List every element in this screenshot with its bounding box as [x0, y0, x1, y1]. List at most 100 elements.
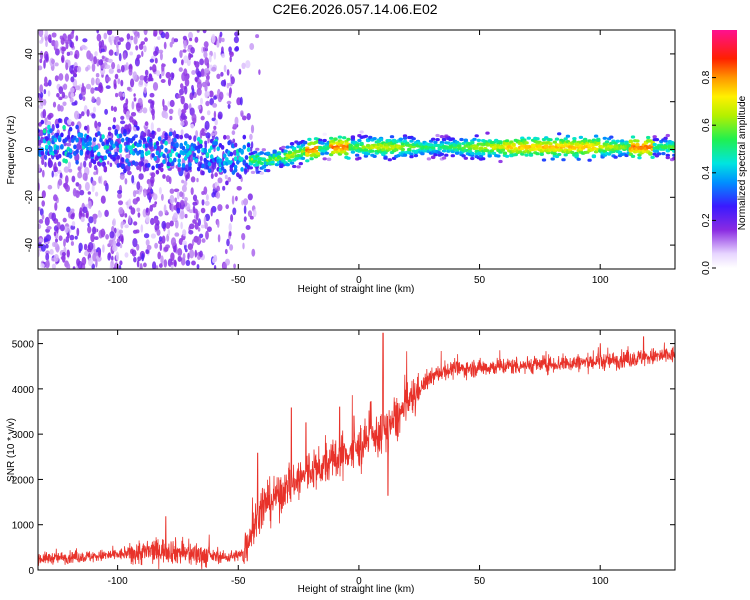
spectrogram-noise-cell	[134, 57, 140, 67]
spectrogram-noise-cell	[91, 184, 95, 193]
spectrogram-ridge-cell	[177, 162, 181, 168]
spectrogram-noise-cell	[181, 179, 185, 184]
spectrogram-ridge-cell	[459, 137, 464, 142]
spectrogram-noise-cell	[246, 113, 251, 121]
spectrogram-ridge-cell	[49, 128, 53, 134]
spectrogram-noise-cell	[85, 83, 92, 90]
spectrogram-noise-cell	[74, 100, 78, 106]
spectrogram-noise-cell	[163, 246, 169, 252]
snr-ytick-label: 3000	[12, 430, 35, 441]
spectrogram-ridge-cell	[261, 157, 266, 161]
spectrogram-noise-cell	[55, 238, 58, 243]
spectrogram-noise-cell	[105, 64, 111, 70]
spectrogram-ridge-cell	[305, 159, 310, 163]
spectrogram-noise-cell	[153, 50, 158, 57]
spectrogram-noise-cell	[224, 174, 228, 180]
spectrogram-ridge-cell	[472, 137, 477, 141]
spectrogram-ridge-cell	[339, 140, 345, 145]
spectrogram-noise-cell	[115, 251, 119, 261]
spectrogram-noise-cell	[87, 226, 92, 234]
spectrogram-noise-cell	[44, 36, 48, 42]
spectrogram-noise-cell	[64, 39, 70, 45]
spectrogram-noise-cell	[105, 85, 111, 89]
spectrogram-ridge-cell	[500, 148, 505, 152]
spectrogram-noise-cell	[79, 189, 85, 196]
spectrogram-noise-cell	[43, 154, 48, 160]
spectrogram-ridge-cell	[231, 130, 236, 136]
spectrogram-ridge-cell	[220, 145, 225, 150]
spectrogram-noise-cell	[181, 184, 187, 193]
spectrogram-noise-cell	[205, 194, 209, 201]
spectrogram-noise-cell	[77, 171, 83, 179]
spectrogram-noise-cell	[160, 79, 166, 83]
spectrogram-noise-cell	[108, 36, 112, 43]
spectrogram-ridge-cell	[572, 139, 577, 143]
spectrogram-noise-cell	[189, 223, 195, 230]
spectrogram-ridge-cell	[544, 144, 549, 148]
spectrogram-noise-cell	[66, 249, 70, 258]
spectrogram-ridge-cell	[70, 121, 75, 127]
spectrogram-noise-cell	[216, 73, 221, 80]
spectrogram-noise-cell	[58, 73, 64, 81]
spectrogram-noise-cell	[191, 260, 196, 266]
spectrogram-noise-cell	[131, 101, 135, 110]
spectrogram-noise-cell	[221, 37, 225, 43]
spectrogram-ridge-cell	[355, 153, 360, 157]
spectrogram-noise-cell	[165, 175, 171, 183]
spectrogram-ridge-cell	[281, 145, 286, 149]
spectrogram-ridge-cell	[151, 134, 155, 139]
spectrogram-noise-cell	[151, 108, 155, 116]
spectrogram-noise-cell	[179, 88, 184, 96]
spectrogram-noise-cell	[206, 226, 212, 232]
spectrogram-ridge-cell	[97, 131, 101, 136]
spectrogram-noise-cell	[91, 180, 97, 186]
spectrogram-noise-cell	[188, 209, 194, 214]
spectrogram-noise-cell	[77, 260, 83, 269]
spectrogram-ridge-cell	[183, 140, 188, 146]
spectrogram-noise-cell	[184, 75, 189, 81]
spectrogram-noise-cell	[47, 34, 52, 43]
spectrogram-ridge-cell	[42, 128, 47, 134]
spectrogram-ridge-cell	[183, 155, 188, 161]
spectrogram-noise-cell	[211, 66, 217, 72]
spectrogram-noise-cell	[38, 206, 41, 211]
spectrogram-noise-cell	[108, 68, 114, 74]
spectrogram-noise-cell	[242, 242, 245, 250]
spectrogram-ridge-cell	[57, 153, 62, 159]
spectrogram-noise-cell	[59, 105, 64, 112]
spectrogram-ridge-cell	[365, 143, 371, 148]
spectrogram-noise-cell	[209, 54, 212, 63]
spectrogram-noise-cell	[70, 225, 76, 230]
spectrogram-noise-cell	[225, 204, 229, 210]
spectrogram-ridge-cell	[103, 155, 108, 161]
spectrogram-noise-cell	[182, 35, 187, 41]
spectrogram-ridge-cell	[672, 149, 675, 153]
spectrogram-noise-cell	[83, 160, 87, 168]
spectrogram-noise-cell	[176, 94, 182, 99]
spectrogram-noise-cell	[190, 187, 194, 196]
spectrogram-noise-cell	[88, 216, 94, 224]
spectrogram-noise-cell	[86, 109, 90, 117]
spectrogram-ridge-cell	[196, 166, 201, 172]
spectrogram-noise-cell	[125, 41, 131, 51]
spectrogram-noise-cell	[122, 93, 125, 98]
spectrogram-ridge-cell	[201, 128, 205, 133]
spectrogram-noise-cell	[119, 173, 125, 180]
spectrogram-noise-cell	[151, 203, 157, 208]
spectrogram-ridge-cell	[646, 135, 651, 140]
spectrogram-noise-cell	[112, 117, 117, 123]
spectrogram-ridge-cell	[300, 156, 306, 160]
spectrogram-noise-cell	[161, 63, 165, 72]
spectrogram-ridge-cell	[173, 146, 177, 152]
spectrogram-ridge-cell	[240, 150, 244, 155]
spectrogram-ridge-cell	[168, 152, 173, 158]
spectrogram-noise-cell	[74, 85, 81, 91]
spectrogram-noise-cell	[217, 177, 223, 184]
spectrogram-noise-cell	[95, 258, 98, 268]
spectrogram-noise-cell	[159, 73, 162, 79]
spectrogram-noise-cell	[182, 49, 187, 53]
snr-ytick-label: 0	[28, 566, 34, 577]
spectrogram-ridge-cell	[602, 149, 607, 153]
spectrogram-ridge-cell	[131, 160, 136, 166]
spectrogram-ridge-cell	[502, 151, 508, 155]
